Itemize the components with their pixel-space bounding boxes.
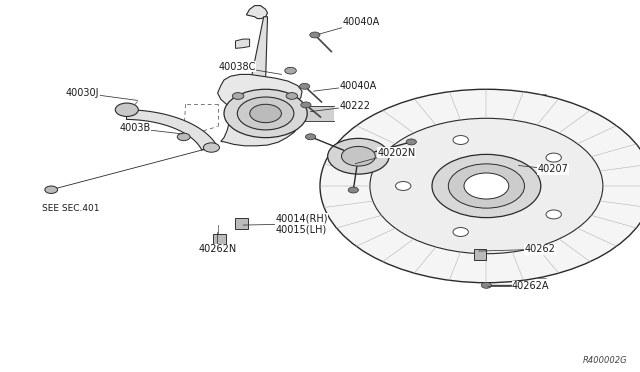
Ellipse shape — [546, 153, 561, 162]
Polygon shape — [250, 17, 268, 82]
Ellipse shape — [481, 282, 492, 288]
Ellipse shape — [224, 89, 307, 138]
Text: 40038C: 40038C — [219, 62, 282, 74]
FancyBboxPatch shape — [235, 218, 248, 229]
Polygon shape — [246, 6, 268, 19]
Ellipse shape — [448, 164, 525, 208]
Ellipse shape — [328, 138, 389, 174]
Text: 40262N: 40262N — [198, 232, 237, 254]
Text: 40030J: 40030J — [66, 88, 138, 100]
Polygon shape — [127, 110, 218, 150]
Text: 40262A: 40262A — [488, 282, 550, 291]
Ellipse shape — [406, 139, 417, 145]
Ellipse shape — [464, 173, 509, 199]
FancyBboxPatch shape — [474, 249, 486, 260]
Ellipse shape — [432, 154, 541, 218]
Ellipse shape — [204, 143, 220, 152]
Ellipse shape — [237, 97, 294, 130]
Ellipse shape — [305, 134, 316, 140]
Ellipse shape — [45, 186, 58, 193]
Polygon shape — [221, 112, 301, 146]
Text: 4003B: 4003B — [119, 124, 182, 134]
Ellipse shape — [300, 83, 310, 89]
Text: 40207: 40207 — [518, 164, 568, 174]
Ellipse shape — [286, 93, 298, 99]
Ellipse shape — [348, 187, 358, 193]
Text: SEE SEC.401: SEE SEC.401 — [42, 204, 99, 213]
Polygon shape — [218, 74, 302, 115]
Text: 40262: 40262 — [479, 244, 556, 254]
Ellipse shape — [342, 147, 375, 166]
Ellipse shape — [115, 103, 138, 116]
Ellipse shape — [320, 89, 640, 283]
Ellipse shape — [546, 210, 561, 219]
Polygon shape — [236, 39, 250, 48]
Text: R400002G: R400002G — [582, 356, 627, 365]
Ellipse shape — [453, 135, 468, 144]
Ellipse shape — [250, 104, 282, 123]
Text: 40222: 40222 — [310, 101, 370, 112]
Ellipse shape — [396, 182, 411, 190]
Ellipse shape — [232, 93, 244, 99]
Text: 40014(RH)
40015(LH): 40014(RH) 40015(LH) — [243, 213, 328, 235]
Ellipse shape — [310, 32, 320, 38]
Ellipse shape — [370, 118, 603, 254]
Text: 40040A: 40040A — [319, 17, 380, 34]
Ellipse shape — [177, 133, 190, 141]
FancyBboxPatch shape — [213, 234, 226, 246]
Text: 40202N: 40202N — [355, 148, 416, 164]
Ellipse shape — [301, 102, 311, 108]
Text: 40040A: 40040A — [314, 81, 376, 91]
Ellipse shape — [285, 67, 296, 74]
Ellipse shape — [453, 228, 468, 237]
